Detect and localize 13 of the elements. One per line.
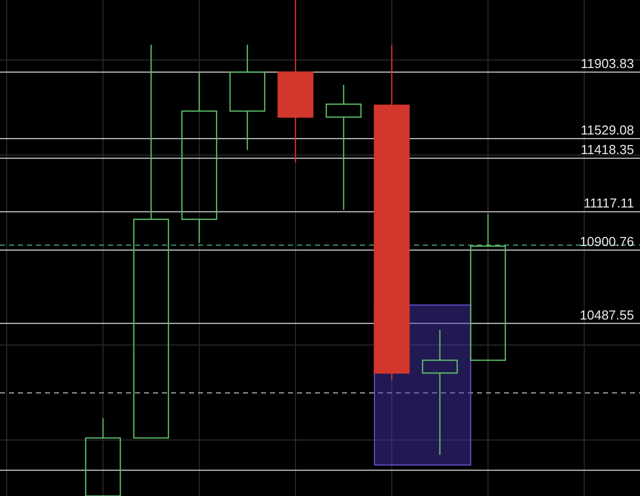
ref-line-label: 11117.11 [584,196,634,211]
candlestick [470,213,506,361]
ref-line-label: 10900.76 [580,234,634,250]
candlestick [229,44,266,151]
candlestick [422,329,458,456]
ref-line-label: 11529.08 [580,122,634,138]
ref-line-label: 11903.83 [580,56,634,72]
candlestick [326,84,362,211]
ref-line-label: 11418.35 [580,142,634,158]
ref-line-label: 10487.55 [580,307,634,322]
candlestick [85,418,121,496]
candlestick [278,0,314,163]
candlestick [133,44,170,439]
